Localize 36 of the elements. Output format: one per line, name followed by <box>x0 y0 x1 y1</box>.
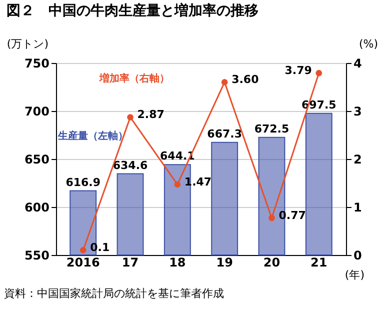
data-label: 634.6 <box>112 158 148 172</box>
x-tick-label: 17 <box>122 256 139 270</box>
y-axis-title: (万トン) <box>6 38 48 50</box>
data-label: 3.60 <box>232 73 260 86</box>
text: 資料：中国国家統計局の統計を基に筆者作成 <box>4 286 225 301</box>
y2-tick-label: 3 <box>354 104 362 118</box>
point <box>221 79 228 86</box>
data-label: 667.3 <box>207 127 242 140</box>
data-label: 616.9 <box>66 176 101 189</box>
y-tick-label: 650 <box>24 152 50 166</box>
y-tick-label: 550 <box>24 248 50 262</box>
data-label: 3.79 <box>284 64 312 78</box>
x-tick-label: 19 <box>216 256 233 270</box>
y-tick-label: 700 <box>24 104 50 118</box>
y2-tick-label: 2 <box>354 152 362 166</box>
x-tick-label: 21 <box>310 256 328 270</box>
data-label: 2.87 <box>137 108 164 122</box>
point <box>174 181 181 188</box>
point <box>316 70 322 76</box>
data-label: 672.5 <box>254 122 290 136</box>
point <box>80 247 86 254</box>
text: 増加率（右軸） <box>98 72 170 84</box>
y2-axis-title: (%) <box>358 38 378 50</box>
y-tick-label: 600 <box>24 200 50 214</box>
y2-tick-label: 1 <box>354 200 362 214</box>
x-tick-label: 18 <box>169 256 186 270</box>
y-tick-label: 750 <box>24 56 50 70</box>
text: 生産量（左軸） <box>57 130 128 142</box>
chart-title: 図２ 中国の牛肉生産量と増加率の推移 <box>6 2 258 19</box>
y2-tick-label: 4 <box>354 56 362 70</box>
point <box>268 214 275 222</box>
x-tick-label: 2016 <box>66 256 100 270</box>
x-tick-label: 20 <box>263 256 280 270</box>
point <box>127 114 134 120</box>
x-axis-title: (年) <box>344 268 364 282</box>
y2-tick-label: 0 <box>354 248 362 262</box>
